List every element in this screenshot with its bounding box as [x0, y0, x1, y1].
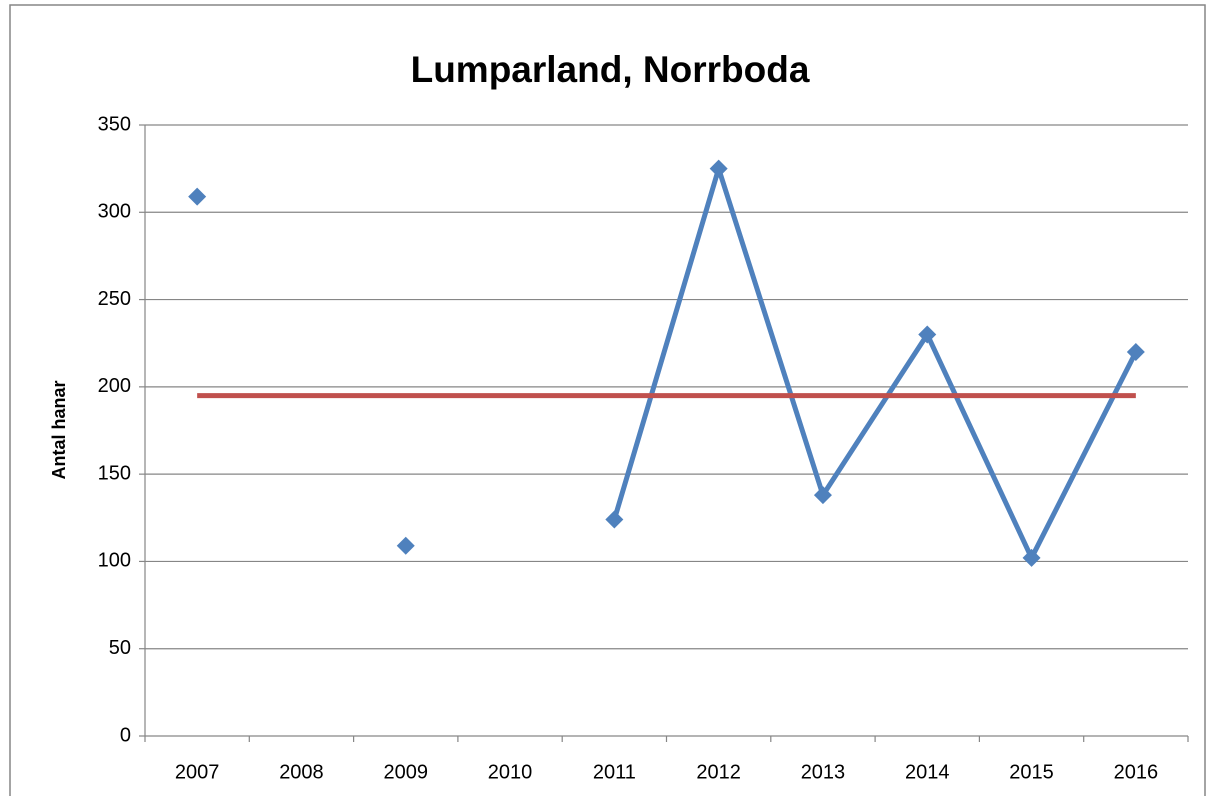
x-tick-label: 2011	[593, 761, 636, 783]
y-tick-label: 150	[98, 462, 131, 484]
y-tick-label: 50	[109, 637, 131, 659]
x-tick-label: 2012	[696, 761, 741, 783]
x-tick-label: 2016	[1114, 761, 1159, 783]
x-tick-label: 2014	[905, 761, 950, 783]
data-point	[396, 536, 415, 555]
y-tick-label: 350	[98, 113, 131, 135]
y-tick-label: 0	[120, 724, 131, 746]
y-tick-label: 100	[98, 550, 131, 572]
y-tick-label: 300	[98, 201, 131, 223]
x-tick-label: 2008	[279, 761, 324, 783]
y-tick-label: 200	[98, 375, 131, 397]
data-point	[188, 187, 207, 206]
chart-title: Lumparland, Norrboda	[411, 49, 810, 90]
x-tick-label: 2007	[175, 761, 220, 783]
data-point	[1022, 548, 1041, 567]
data-point	[918, 325, 937, 344]
data-point	[605, 510, 624, 529]
y-axis-label: Antal hanar	[49, 380, 69, 479]
chart-border	[9, 4, 1206, 796]
data-point	[1126, 342, 1145, 361]
x-tick-label: 2013	[801, 761, 846, 783]
data-point	[813, 486, 832, 505]
series-line	[611, 166, 1139, 561]
x-tick-label: 2009	[384, 761, 429, 783]
x-tick-label: 2010	[488, 761, 533, 783]
data-point	[709, 159, 728, 178]
x-tick-label: 2015	[1009, 761, 1054, 783]
y-tick-label: 250	[98, 288, 131, 310]
